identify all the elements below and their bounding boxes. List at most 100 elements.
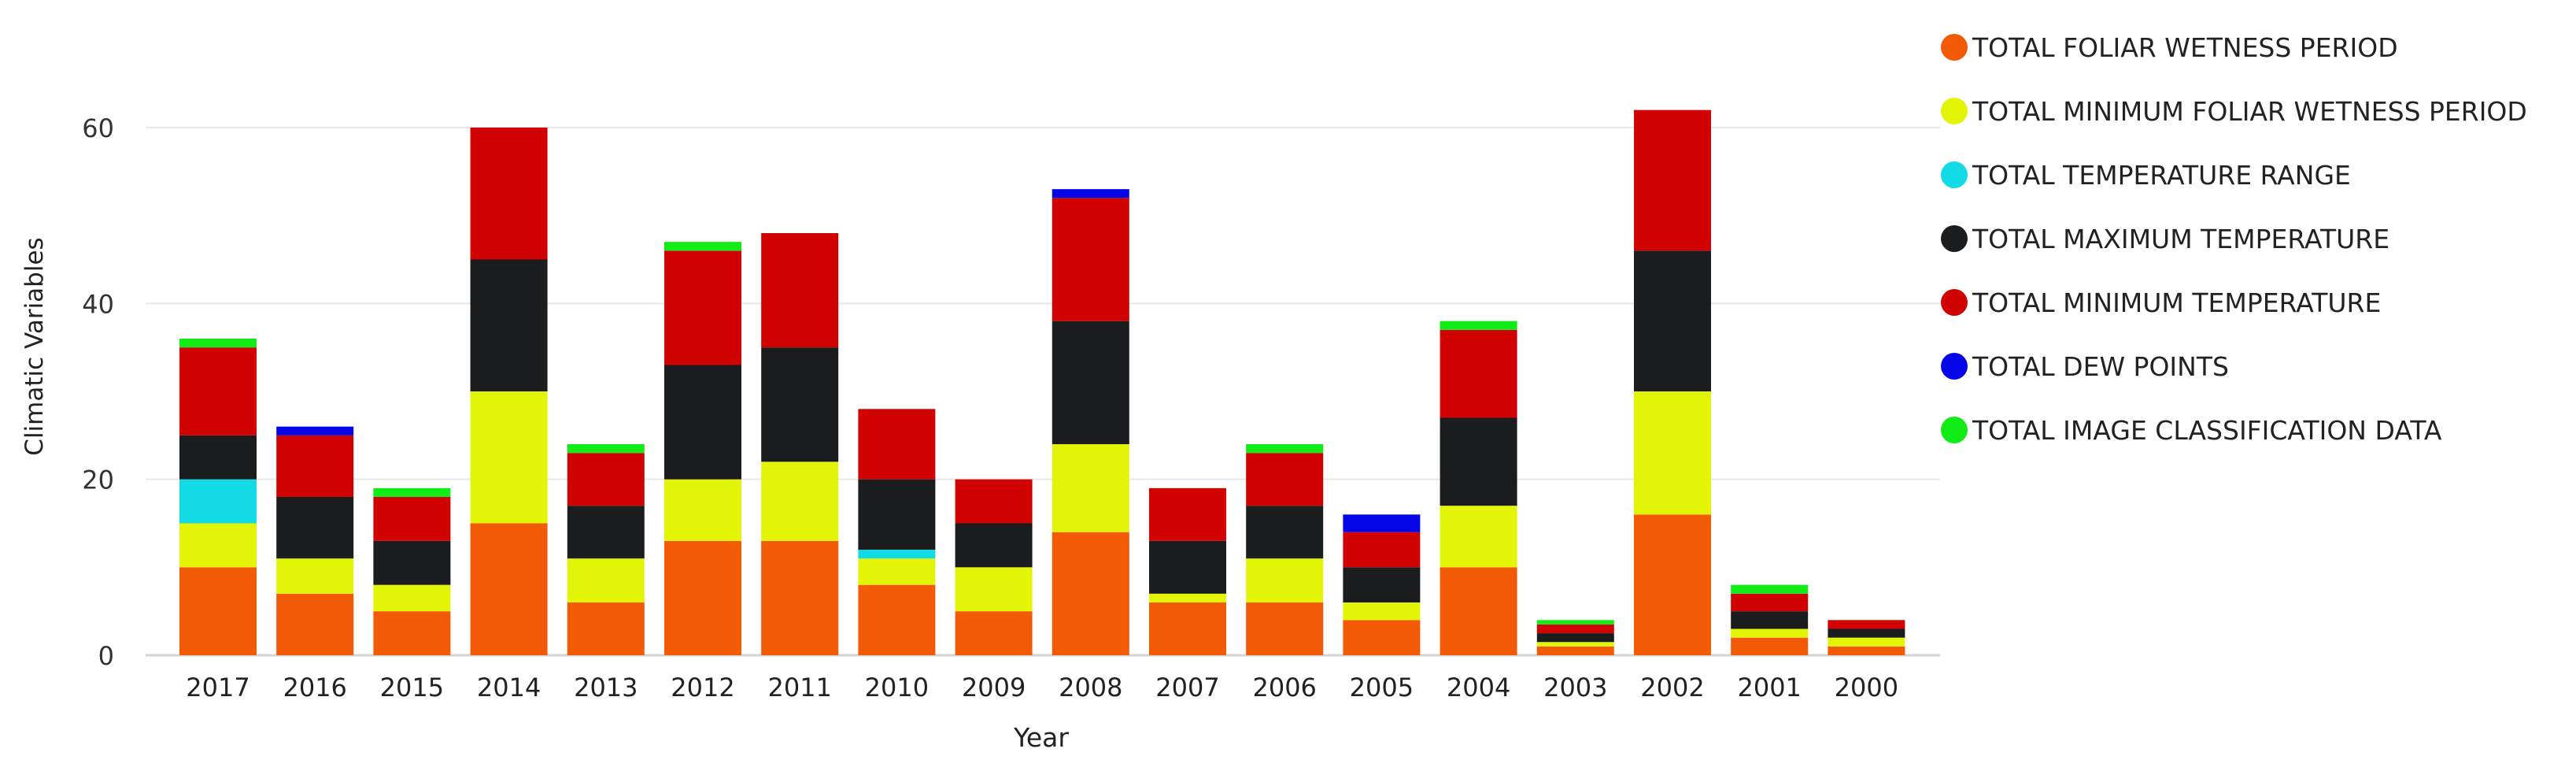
bar-2005-series-1[interactable] bbox=[1343, 602, 1421, 621]
bar-2016-series-3[interactable] bbox=[276, 497, 354, 559]
bar-2014-series-1[interactable] bbox=[470, 391, 548, 524]
bar-2001-series-6[interactable] bbox=[1731, 584, 1809, 594]
bar-2008-series-5[interactable] bbox=[1051, 189, 1129, 198]
bar-2017-series-6[interactable] bbox=[179, 339, 257, 348]
bar-2008-series-4[interactable] bbox=[1051, 198, 1129, 321]
x-tick-label: 2016 bbox=[283, 673, 346, 702]
bar-2010-series-2[interactable] bbox=[858, 550, 936, 559]
bar-2003-series-4[interactable] bbox=[1536, 624, 1614, 634]
bar-2016-series-4[interactable] bbox=[276, 435, 354, 497]
bar-2013-series-6[interactable] bbox=[567, 444, 645, 454]
bar-2007-series-3[interactable] bbox=[1149, 540, 1226, 594]
bar-2003-series-0[interactable] bbox=[1536, 646, 1614, 655]
bar-2010-series-0[interactable] bbox=[858, 584, 936, 655]
bar-2010-series-3[interactable] bbox=[858, 479, 936, 550]
bar-2005-series-0[interactable] bbox=[1343, 620, 1421, 655]
bar-2002-series-0[interactable] bbox=[1634, 514, 1711, 655]
bar-2004-series-3[interactable] bbox=[1440, 417, 1517, 506]
legend-item[interactable]: TOTAL MINIMUM TEMPERATURE bbox=[1941, 279, 2381, 326]
bar-2016-series-5[interactable] bbox=[276, 426, 354, 436]
bar-2007-series-0[interactable] bbox=[1149, 602, 1226, 655]
legend-item[interactable]: TOTAL MAXIMUM TEMPERATURE bbox=[1941, 215, 2389, 262]
bar-2017-series-0[interactable] bbox=[179, 567, 257, 655]
legend-item[interactable]: TOTAL MINIMUM FOLIAR WETNESS PERIOD bbox=[1941, 87, 2527, 135]
bar-2001-series-1[interactable] bbox=[1731, 628, 1809, 638]
bar-2012-series-1[interactable] bbox=[664, 479, 741, 541]
bar-2006-series-4[interactable] bbox=[1246, 453, 1324, 506]
bar-2002-series-1[interactable] bbox=[1634, 391, 1711, 515]
bar-2002-series-4[interactable] bbox=[1634, 109, 1711, 251]
bar-2009-series-3[interactable] bbox=[955, 523, 1033, 568]
bar-2012-series-4[interactable] bbox=[664, 250, 741, 365]
bar-2008-series-3[interactable] bbox=[1051, 321, 1129, 444]
bar-2007-series-1[interactable] bbox=[1149, 593, 1226, 602]
bar-2003-series-1[interactable] bbox=[1536, 642, 1614, 647]
bar-2004-series-4[interactable] bbox=[1440, 329, 1517, 418]
legend-item[interactable]: TOTAL FOLIAR WETNESS PERIOD bbox=[1941, 24, 2398, 71]
legend-item[interactable]: TOTAL IMAGE CLASSIFICATION DATA bbox=[1941, 406, 2442, 454]
bar-2014-series-0[interactable] bbox=[470, 523, 548, 656]
bar-2001-series-4[interactable] bbox=[1731, 593, 1809, 612]
bar-2015-series-0[interactable] bbox=[373, 611, 451, 655]
bar-2006-series-0[interactable] bbox=[1246, 602, 1324, 655]
bar-2012-series-3[interactable] bbox=[664, 365, 741, 480]
bar-2009-series-1[interactable] bbox=[955, 567, 1033, 612]
bar-2007-series-4[interactable] bbox=[1149, 487, 1226, 541]
bar-2013-series-0[interactable] bbox=[567, 602, 645, 655]
bar-2017-series-4[interactable] bbox=[179, 347, 257, 436]
bar-2005-series-5[interactable] bbox=[1343, 514, 1421, 532]
bar-2000-series-3[interactable] bbox=[1828, 628, 1905, 638]
bar-2009-series-4[interactable] bbox=[955, 479, 1033, 524]
bar-2000-series-0[interactable] bbox=[1828, 646, 1905, 655]
x-tick-label: 2003 bbox=[1543, 673, 1607, 702]
bar-2008-series-1[interactable] bbox=[1051, 444, 1129, 532]
bar-2006-series-6[interactable] bbox=[1246, 444, 1324, 454]
legend-label: TOTAL MINIMUM TEMPERATURE bbox=[1972, 287, 2382, 318]
bar-2017-series-3[interactable] bbox=[179, 435, 257, 480]
bar-2004-series-6[interactable] bbox=[1440, 321, 1517, 330]
bar-2013-series-4[interactable] bbox=[567, 453, 645, 506]
bar-2014-series-4[interactable] bbox=[470, 128, 548, 260]
bar-2004-series-1[interactable] bbox=[1440, 506, 1517, 568]
bar-2000-series-4[interactable] bbox=[1828, 620, 1905, 629]
bar-2011-series-0[interactable] bbox=[761, 540, 839, 655]
x-tick-labels: 2017 2016 2015 2014 2013 2012 2011 2010 2009 2008… bbox=[186, 673, 1898, 702]
bar-2015-series-3[interactable] bbox=[373, 540, 451, 585]
bar-2003-series-6[interactable] bbox=[1536, 620, 1614, 625]
legend-item[interactable]: TOTAL TEMPERATURE RANGE bbox=[1941, 151, 2351, 198]
bar-2006-series-3[interactable] bbox=[1246, 506, 1324, 559]
bar-2005-series-3[interactable] bbox=[1343, 567, 1421, 602]
bar-2012-series-6[interactable] bbox=[664, 242, 741, 251]
bar-2000-series-1[interactable] bbox=[1828, 637, 1905, 647]
bar-2011-series-4[interactable] bbox=[761, 233, 839, 348]
bar-2002-series-3[interactable] bbox=[1634, 250, 1711, 391]
bar-2003-series-3[interactable] bbox=[1536, 633, 1614, 643]
bar-2008-series-0[interactable] bbox=[1051, 532, 1129, 655]
legend-item[interactable]: TOTAL DEW POINTS bbox=[1941, 343, 2229, 390]
bar-2001-series-3[interactable] bbox=[1731, 611, 1809, 629]
bar-2010-series-1[interactable] bbox=[858, 558, 936, 585]
bar-2005-series-4[interactable] bbox=[1343, 532, 1421, 568]
bar-2010-series-4[interactable] bbox=[858, 409, 936, 480]
bar-2001-series-0[interactable] bbox=[1731, 637, 1809, 655]
x-tick-label: 2005 bbox=[1350, 673, 1414, 702]
bar-2016-series-1[interactable] bbox=[276, 558, 354, 594]
bar-2015-series-1[interactable] bbox=[373, 584, 451, 612]
legend-swatch bbox=[1941, 353, 1968, 380]
bar-2014-series-3[interactable] bbox=[470, 259, 548, 392]
bar-2013-series-1[interactable] bbox=[567, 558, 645, 602]
bar-2016-series-0[interactable] bbox=[276, 593, 354, 655]
legend-label: TOTAL MINIMUM FOLIAR WETNESS PERIOD bbox=[1972, 95, 2527, 127]
bar-2004-series-0[interactable] bbox=[1440, 567, 1517, 655]
bar-2017-series-1[interactable] bbox=[179, 523, 257, 568]
bar-2011-series-3[interactable] bbox=[761, 347, 839, 462]
bar-2015-series-4[interactable] bbox=[373, 497, 451, 541]
bar-2013-series-3[interactable] bbox=[567, 506, 645, 559]
bar-2011-series-1[interactable] bbox=[761, 461, 839, 541]
bar-2017-series-2[interactable] bbox=[179, 479, 257, 524]
bar-2015-series-6[interactable] bbox=[373, 487, 451, 497]
bar-2012-series-0[interactable] bbox=[664, 540, 741, 655]
bar-2009-series-0[interactable] bbox=[955, 611, 1033, 655]
bar-2006-series-1[interactable] bbox=[1246, 558, 1324, 602]
